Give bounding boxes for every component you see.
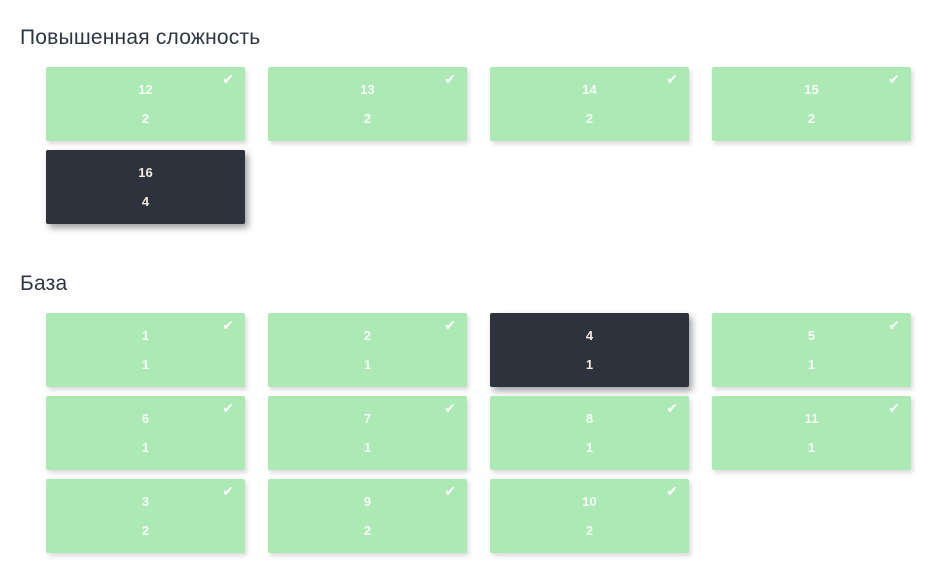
- card-number: 7: [363, 411, 372, 426]
- card-number: 15: [804, 82, 819, 97]
- check-icon: ✔: [444, 317, 456, 333]
- card-number: 8: [585, 411, 594, 426]
- task-card-1[interactable]: ✔ 1 1: [46, 313, 245, 387]
- card-number: 1: [141, 328, 150, 343]
- card-number: 9: [363, 494, 372, 509]
- task-card-15[interactable]: ✔ 15 2: [712, 67, 911, 141]
- check-icon: ✔: [222, 400, 234, 416]
- card-grid-advanced: ✔ 12 2 ✔ 13 2 ✔ 14 2 ✔ 15 2 16 4: [46, 67, 941, 224]
- card-count: 2: [807, 111, 816, 126]
- task-card-8[interactable]: ✔ 8 1: [490, 396, 689, 470]
- task-card-14[interactable]: ✔ 14 2: [490, 67, 689, 141]
- check-icon: ✔: [222, 483, 234, 499]
- check-icon: ✔: [444, 71, 456, 87]
- check-icon: ✔: [444, 400, 456, 416]
- check-icon: ✔: [666, 71, 678, 87]
- card-number: 16: [138, 165, 153, 180]
- card-count: 1: [141, 357, 150, 372]
- card-number: 11: [804, 411, 819, 426]
- section-base: База ✔ 1 1 ✔ 2 1 4 1 ✔ 5 1 ✔ 6 1 ✔ 7 1 ✔ 8 1 ✔ 11 1 ✔ 3 2 ✔ 9 2 ✔ 10 2: [20, 272, 941, 553]
- task-card-2[interactable]: ✔ 2 1: [268, 313, 467, 387]
- card-number: 12: [138, 82, 153, 97]
- card-number: 6: [141, 411, 150, 426]
- task-board: Повышенная сложность ✔ 12 2 ✔ 13 2 ✔ 14 2 ✔ 15 2 16 4…: [20, 26, 941, 553]
- card-number: 10: [582, 494, 597, 509]
- task-card-13[interactable]: ✔ 13 2: [268, 67, 467, 141]
- task-card-10[interactable]: ✔ 10 2: [490, 479, 689, 553]
- task-card-11[interactable]: ✔ 11 1: [712, 396, 911, 470]
- card-count: 1: [807, 440, 816, 455]
- task-card-16[interactable]: 16 4: [46, 150, 245, 224]
- card-count: 1: [585, 357, 594, 372]
- card-count: 1: [585, 440, 594, 455]
- card-number: 13: [360, 82, 375, 97]
- check-icon: ✔: [222, 317, 234, 333]
- task-card-3[interactable]: ✔ 3 2: [46, 479, 245, 553]
- task-card-7[interactable]: ✔ 7 1: [268, 396, 467, 470]
- task-card-5[interactable]: ✔ 5 1: [712, 313, 911, 387]
- section-title: Повышенная сложность: [20, 26, 261, 49]
- card-count: 1: [363, 357, 372, 372]
- card-count: 2: [585, 111, 594, 126]
- card-count: 4: [141, 194, 150, 209]
- check-icon: ✔: [888, 317, 900, 333]
- check-icon: ✔: [888, 71, 900, 87]
- card-count: 2: [363, 111, 372, 126]
- card-number: 2: [363, 328, 372, 343]
- card-count: 1: [363, 440, 372, 455]
- card-number: 4: [585, 328, 594, 343]
- check-icon: ✔: [888, 400, 900, 416]
- section-title: База: [20, 272, 68, 295]
- check-icon: ✔: [666, 483, 678, 499]
- card-number: 14: [582, 82, 597, 97]
- card-grid-base: ✔ 1 1 ✔ 2 1 4 1 ✔ 5 1 ✔ 6 1 ✔ 7 1 ✔ 8 1 ✔ 11 1 ✔ 3 2 ✔ 9 2 ✔ 10 2: [46, 313, 941, 553]
- card-count: 2: [363, 523, 372, 538]
- card-count: 1: [807, 357, 816, 372]
- section-advanced: Повышенная сложность ✔ 12 2 ✔ 13 2 ✔ 14 2 ✔ 15 2 16 4: [20, 26, 941, 224]
- task-card-9[interactable]: ✔ 9 2: [268, 479, 467, 553]
- card-count: 2: [141, 111, 150, 126]
- card-number: 3: [141, 494, 150, 509]
- check-icon: ✔: [222, 71, 234, 87]
- task-card-12[interactable]: ✔ 12 2: [46, 67, 245, 141]
- task-card-6[interactable]: ✔ 6 1: [46, 396, 245, 470]
- card-count: 1: [141, 440, 150, 455]
- card-count: 2: [585, 523, 594, 538]
- card-number: 5: [807, 328, 816, 343]
- check-icon: ✔: [666, 400, 678, 416]
- check-icon: ✔: [444, 483, 456, 499]
- card-count: 2: [141, 523, 150, 538]
